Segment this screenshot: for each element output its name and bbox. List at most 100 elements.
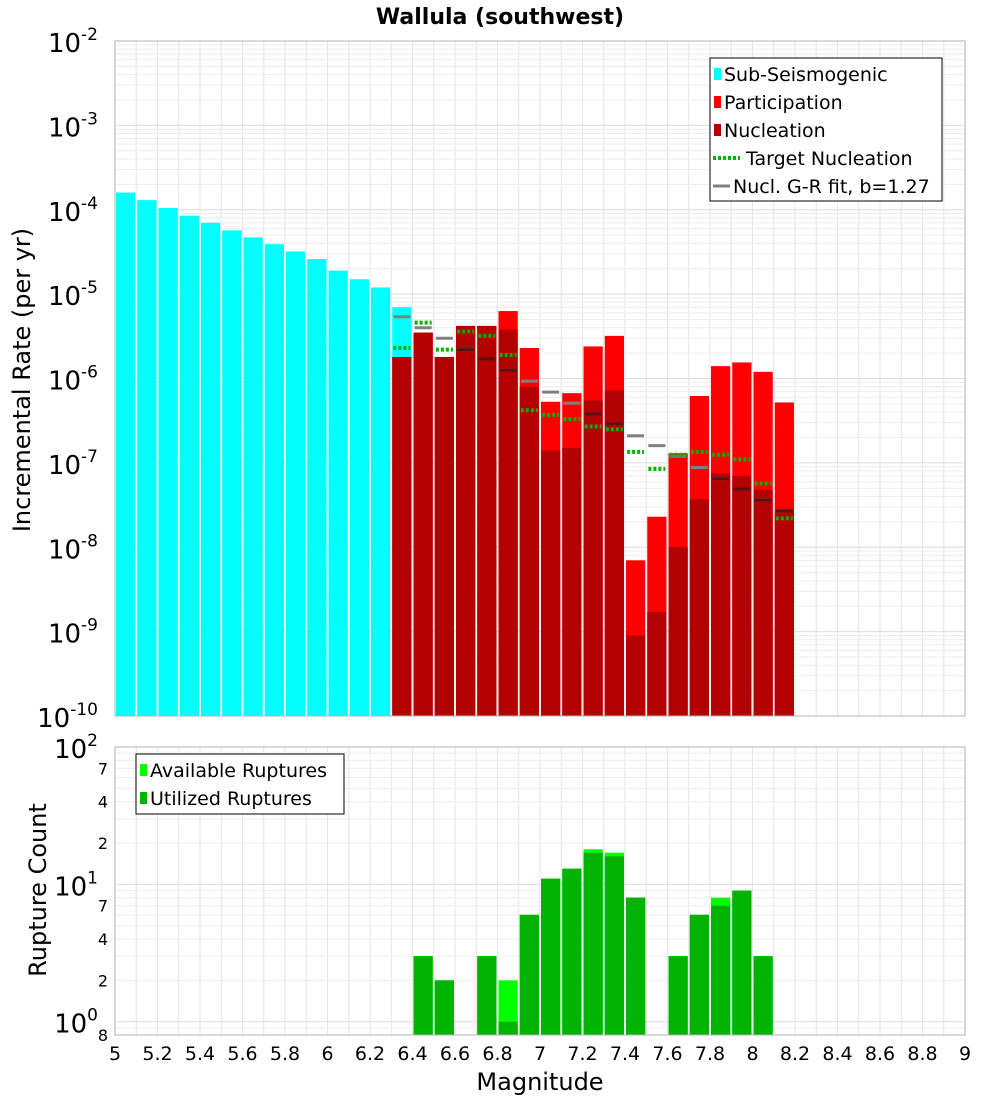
sub-seismogenic-bar [349, 279, 369, 716]
x-axis-label: Magnitude [476, 1068, 603, 1096]
legend-swatch-1 [714, 96, 721, 108]
top-y-tick-label: 10-5 [48, 278, 98, 312]
top-y-tick-label: 10-9 [48, 616, 98, 650]
nucleation-bar [583, 400, 603, 716]
x-tick-label: 7.4 [610, 1043, 640, 1065]
x-tick-label: 8.8 [907, 1043, 937, 1065]
sub-seismogenic-bar [286, 251, 306, 716]
legend-label-1: Participation [724, 92, 843, 114]
nucleation-bar [604, 390, 624, 716]
top-legend: Sub-Seismogenic Participation Nucleation Ta… [709, 57, 943, 202]
top-y-tick-label: 10-4 [48, 194, 98, 228]
bottom-legend-box [135, 753, 345, 815]
legend-label-3: Target Nucleation [745, 148, 913, 170]
sub-seismogenic-bar [201, 222, 221, 716]
x-tick-label: 9 [959, 1043, 971, 1065]
utilized-ruptures-bar [477, 956, 497, 1035]
bottom-y-tick-label: 101 [54, 868, 98, 902]
nucleation-bar [774, 509, 794, 716]
bottom-legend-label-1: Utilized Ruptures [150, 788, 312, 810]
top-y-tick-label: 10-2 [48, 25, 98, 59]
bottom-legend-label-0: Available Ruptures [150, 760, 327, 782]
nucleation-bar [647, 612, 667, 716]
bottom-legend-swatch-0 [140, 764, 147, 776]
utilized-ruptures-bar [413, 956, 433, 1035]
nucleation-bar [541, 450, 561, 716]
utilized-ruptures-bar [434, 980, 454, 1035]
x-tick-label: 8.4 [822, 1043, 852, 1065]
nucleation-bar [519, 386, 539, 716]
sub-seismogenic-bar [264, 244, 284, 717]
nucleation-bar [562, 448, 582, 716]
legend-swatch-0 [714, 68, 721, 80]
legend-label-0: Sub-Seismogenic [724, 64, 888, 86]
x-tick-label: 5.6 [227, 1043, 257, 1065]
x-tick-label: 8.2 [780, 1043, 810, 1065]
bottom-y-axis-label: Rupture Count [24, 803, 52, 977]
nucleation-bar [456, 325, 476, 716]
sub-seismogenic-bar [222, 230, 242, 716]
x-tick-label: 8 [746, 1043, 758, 1065]
bottom-plot-frame [114, 746, 966, 1036]
sub-seismogenic-bar [328, 270, 348, 716]
nucleation-bar [498, 329, 518, 716]
utilized-ruptures-bar [498, 1021, 518, 1035]
x-tick-label: 5.8 [270, 1043, 300, 1065]
legend-label-2: Nucleation [724, 120, 826, 142]
utilized-ruptures-bar [604, 856, 624, 1035]
bottom-y-minor-tick-label: 2 [98, 971, 108, 990]
nucleation-bar [732, 475, 752, 716]
x-tick-label: 6.4 [397, 1043, 427, 1065]
nucleation-bar [392, 356, 412, 716]
sub-seismogenic-bar [137, 200, 157, 716]
available-ruptures-bar [498, 980, 518, 1035]
x-tick-label: 7.6 [652, 1043, 682, 1065]
x-tick-label: 5 [109, 1043, 121, 1065]
x-tick-label: 5.4 [185, 1043, 215, 1065]
bottom-y-minor-tick-label: 8 [98, 1026, 108, 1045]
bottom-y-minor-tick-label: 4 [98, 930, 108, 949]
bottom-y-tick-label: 100 [54, 1006, 98, 1040]
nucleation-bar [434, 356, 454, 716]
x-tick-label: 6.2 [355, 1043, 385, 1065]
top-y-tick-label: 10-3 [48, 109, 98, 143]
bottom-y-minor-tick-label: 7 [98, 897, 108, 916]
x-tick-label: 8.6 [865, 1043, 895, 1065]
x-tick-label: 6.8 [482, 1043, 512, 1065]
nucleation-bar [711, 473, 731, 716]
utilized-ruptures-bar [732, 890, 752, 1035]
bottom-legend: Available Ruptures Utilized Ruptures [135, 753, 345, 815]
utilized-ruptures-bar [519, 914, 539, 1035]
x-tick-label: 6 [321, 1043, 333, 1065]
nucleation-bar [668, 547, 688, 716]
utilized-ruptures-bar [626, 897, 646, 1035]
legend-label-4: Nucl. G-R fit, b=1.27 [733, 176, 930, 198]
utilized-ruptures-bar [689, 914, 709, 1035]
x-tick-label: 7.8 [695, 1043, 725, 1065]
nucleation-bar [753, 489, 773, 716]
utilized-ruptures-bar [753, 956, 773, 1035]
legend-swatch-2 [714, 124, 721, 136]
chart-title: Wallula (southwest) [376, 5, 624, 30]
utilized-ruptures-bar [668, 956, 688, 1035]
bottom-legend-swatch-1 [140, 792, 147, 804]
sub-seismogenic-bar [307, 259, 327, 716]
bottom-y-minor-tick-label: 7 [98, 759, 108, 778]
bottom-y-minor-tick-label: 2 [98, 834, 108, 853]
sub-seismogenic-bar [371, 287, 391, 716]
top-plot-area: 10-2 10-3 10-4 10-5 10-6 10-7 10-8 10-9 10-10 Sub… [37, 25, 966, 734]
x-tick-label: 6.6 [440, 1043, 470, 1065]
x-tick-label: 7.2 [567, 1043, 597, 1065]
nucleation-bar [413, 332, 433, 716]
x-tick-label: 7 [534, 1043, 546, 1065]
nucleation-bar [626, 635, 646, 716]
utilized-ruptures-bar [541, 878, 561, 1035]
top-y-axis-label: Incremental Rate (per yr) [8, 228, 36, 532]
utilized-ruptures-bar [583, 852, 603, 1035]
x-tick-label: 5.2 [142, 1043, 172, 1065]
top-y-tick-label: 10-7 [48, 447, 98, 481]
sub-seismogenic-bar [243, 237, 263, 716]
